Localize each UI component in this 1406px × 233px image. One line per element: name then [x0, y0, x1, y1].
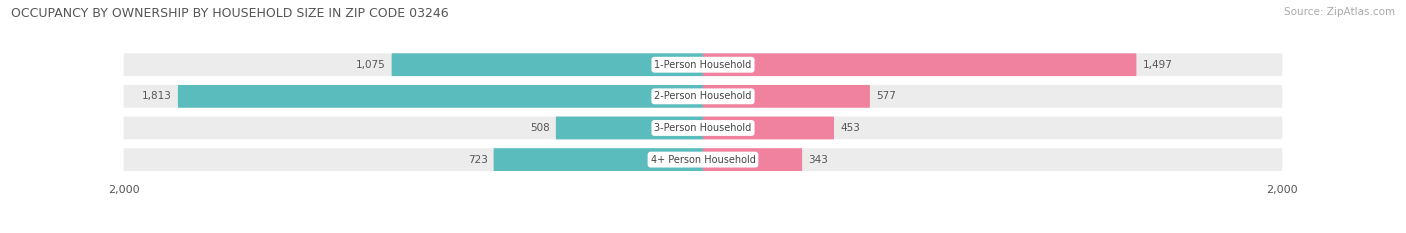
FancyBboxPatch shape [124, 148, 1282, 171]
Text: Source: ZipAtlas.com: Source: ZipAtlas.com [1284, 7, 1395, 17]
FancyBboxPatch shape [703, 85, 870, 108]
Text: 1,813: 1,813 [142, 91, 172, 101]
FancyBboxPatch shape [124, 53, 1282, 76]
FancyBboxPatch shape [555, 116, 703, 139]
Text: 508: 508 [530, 123, 550, 133]
FancyBboxPatch shape [494, 148, 703, 171]
Text: 3-Person Household: 3-Person Household [654, 123, 752, 133]
Text: 577: 577 [876, 91, 896, 101]
FancyBboxPatch shape [124, 116, 1282, 139]
FancyBboxPatch shape [703, 148, 803, 171]
Text: 1,497: 1,497 [1143, 60, 1173, 70]
FancyBboxPatch shape [124, 85, 1282, 108]
Text: OCCUPANCY BY OWNERSHIP BY HOUSEHOLD SIZE IN ZIP CODE 03246: OCCUPANCY BY OWNERSHIP BY HOUSEHOLD SIZE… [11, 7, 449, 20]
FancyBboxPatch shape [177, 85, 703, 108]
Text: 4+ Person Household: 4+ Person Household [651, 155, 755, 164]
Text: 1-Person Household: 1-Person Household [654, 60, 752, 70]
FancyBboxPatch shape [392, 53, 703, 76]
FancyBboxPatch shape [703, 116, 834, 139]
Text: 723: 723 [468, 155, 488, 164]
FancyBboxPatch shape [703, 53, 1136, 76]
Text: 2-Person Household: 2-Person Household [654, 91, 752, 101]
Text: 1,075: 1,075 [356, 60, 385, 70]
Text: 453: 453 [839, 123, 860, 133]
Text: 343: 343 [808, 155, 828, 164]
